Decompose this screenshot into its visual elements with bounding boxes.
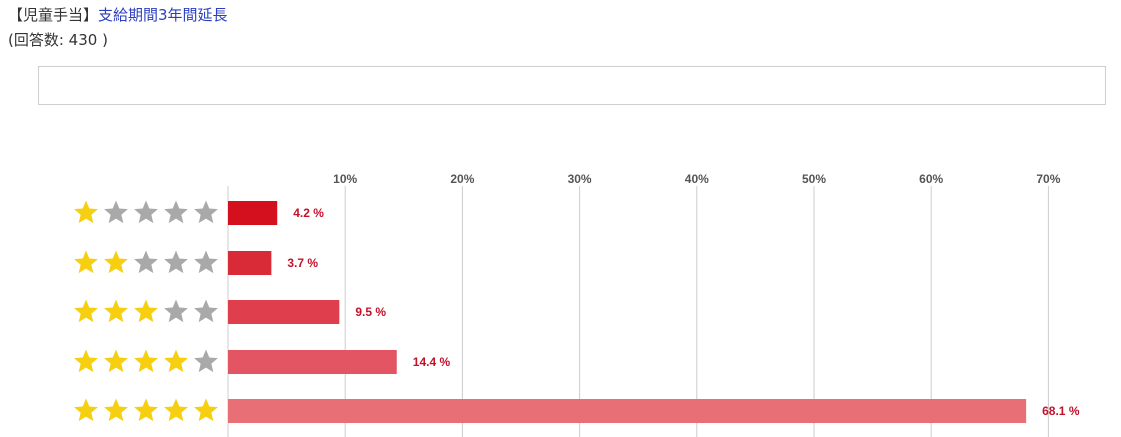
value-label: 4.2 % <box>293 206 324 220</box>
tick-label: 10% <box>333 172 357 186</box>
star-filled-icon <box>74 398 98 422</box>
star-filled-icon <box>74 250 98 274</box>
tick-label: 20% <box>450 172 474 186</box>
star-filled-icon <box>104 299 128 323</box>
question-title[interactable]: 支給期間3年間延長 <box>98 6 228 24</box>
star-empty-icon <box>164 250 188 274</box>
value-label: 14.4 % <box>413 355 451 369</box>
star-empty-icon <box>194 200 218 224</box>
star-empty-icon <box>194 349 218 373</box>
star-filled-icon <box>74 349 98 373</box>
comment-box <box>38 66 1106 105</box>
star-filled-icon <box>134 398 158 422</box>
tick-label: 40% <box>685 172 709 186</box>
star-rating-2 <box>74 250 218 274</box>
question-header: 【児童手当】支給期間3年間延長 <box>8 5 228 26</box>
bar <box>228 251 272 275</box>
question-tag: 【児童手当】 <box>8 6 99 24</box>
star-filled-icon <box>164 398 188 422</box>
response-count: (回答数: 430 ) <box>8 31 108 49</box>
star-empty-icon <box>164 299 188 323</box>
star-empty-icon <box>134 250 158 274</box>
star-empty-icon <box>134 200 158 224</box>
star-empty-icon <box>104 200 128 224</box>
star-filled-icon <box>134 299 158 323</box>
star-empty-icon <box>194 299 218 323</box>
tick-label: 50% <box>802 172 826 186</box>
star-filled-icon <box>104 398 128 422</box>
bar <box>228 300 340 324</box>
star-filled-icon <box>74 299 98 323</box>
star-empty-icon <box>164 200 188 224</box>
star-filled-icon <box>194 398 218 422</box>
tick-label: 30% <box>568 172 592 186</box>
star-rating-1 <box>74 200 218 224</box>
star-filled-icon <box>74 200 98 224</box>
star-rating-5 <box>74 398 218 422</box>
bar <box>228 399 1027 423</box>
star-empty-icon <box>194 250 218 274</box>
star-filled-icon <box>164 349 188 373</box>
value-label: 9.5 % <box>355 305 386 319</box>
tick-label: 70% <box>1036 172 1060 186</box>
value-label: 68.1 % <box>1042 404 1080 418</box>
star-rating-3 <box>74 299 218 323</box>
star-filled-icon <box>104 349 128 373</box>
bar <box>228 350 397 374</box>
star-rating-4 <box>74 349 218 373</box>
star-filled-icon <box>134 349 158 373</box>
tick-label: 60% <box>919 172 943 186</box>
bar <box>228 201 278 225</box>
star-filled-icon <box>104 250 128 274</box>
value-label: 3.7 % <box>287 256 318 270</box>
